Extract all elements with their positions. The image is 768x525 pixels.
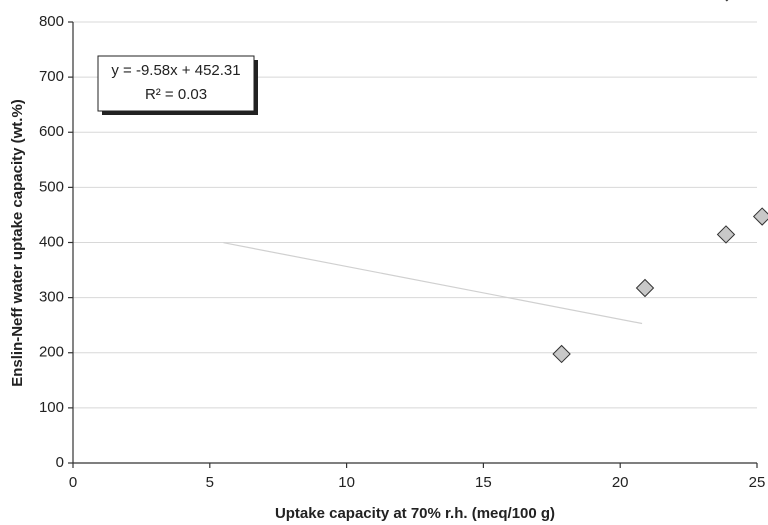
y-tick-label: 400 bbox=[39, 233, 64, 250]
y-tick-label: 100 bbox=[39, 399, 64, 416]
plot-area: 0 100 200 300 400 500 600 700 800 0 5 10 15 20 25 y = -… bbox=[39, 0, 768, 491]
y-tick-label: 700 bbox=[39, 68, 64, 85]
point bbox=[635, 278, 655, 298]
point bbox=[752, 207, 768, 226]
x-tick-label: 5 bbox=[206, 474, 214, 491]
r-squared: R² = 0.03 bbox=[145, 86, 207, 103]
equation: y = -9.58x + 452.31 bbox=[111, 62, 240, 79]
y-tick-label: 600 bbox=[39, 123, 64, 140]
y-axis-title: Enslin-Neff water uptake capacity (wt.%) bbox=[9, 99, 26, 387]
x-tick-label: 10 bbox=[338, 474, 355, 491]
x-tick-label: 20 bbox=[612, 474, 629, 491]
y-tick-label: 300 bbox=[39, 289, 64, 306]
y-tick-label: 800 bbox=[39, 13, 64, 30]
trendline bbox=[223, 242, 643, 325]
y-tick-label: 200 bbox=[39, 344, 64, 361]
x-tick-label: 25 bbox=[749, 474, 766, 491]
point bbox=[716, 225, 736, 244]
equation-box bbox=[97, 55, 255, 112]
y-tick-label: 0 bbox=[56, 454, 64, 471]
x-axis-title: Uptake capacity at 70% r.h. (meq/100 g) bbox=[275, 505, 555, 522]
point bbox=[717, 0, 737, 2]
x-tick-label: 0 bbox=[69, 474, 77, 491]
y-tick-label: 500 bbox=[39, 178, 64, 195]
x-tick-label: 15 bbox=[475, 474, 492, 491]
point bbox=[552, 344, 571, 364]
